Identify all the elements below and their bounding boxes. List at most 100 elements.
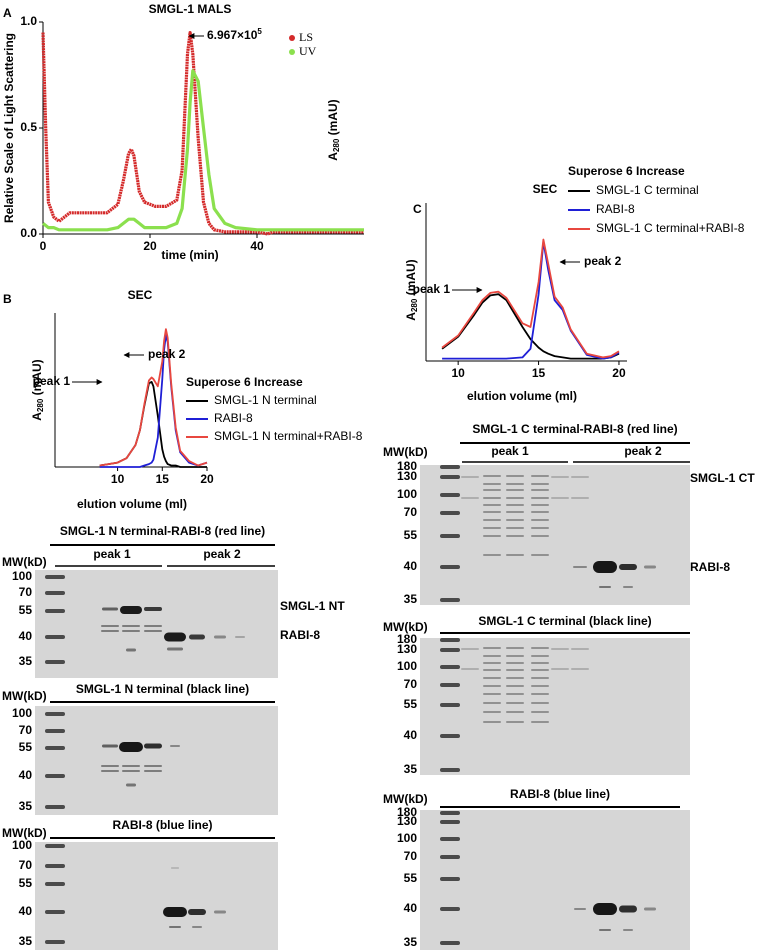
chart-title: SMGL-1 MALS: [149, 2, 232, 16]
marker-band: [440, 598, 460, 602]
marker-band: [440, 511, 460, 515]
marker-band: [45, 774, 65, 778]
protein-band: [531, 527, 549, 529]
mw-marker: 35: [404, 762, 418, 776]
gel-image: [420, 810, 690, 950]
mw-marker: 130: [397, 814, 417, 828]
marker-band: [45, 609, 65, 613]
series-line: [42, 69, 364, 232]
protein-band: [164, 632, 186, 642]
protein-band: [574, 908, 586, 910]
mw-label: MW(kD): [383, 620, 428, 634]
protein-band: [483, 497, 501, 499]
protein-band: [593, 561, 617, 573]
mw-marker: 180: [397, 459, 417, 473]
label-sub: 280: [332, 138, 341, 152]
mw-marker: 180: [397, 805, 417, 819]
gel-image: [35, 570, 278, 678]
marker-band: [440, 820, 460, 824]
legend-label: UV: [299, 44, 317, 58]
mw-marker: 100: [397, 659, 417, 673]
marker-band: [45, 746, 65, 750]
gel-title: SMGL-1 C terminal-RABI-8 (red line): [472, 422, 677, 436]
protein-band: [506, 702, 524, 704]
protein-band: [531, 685, 549, 687]
gel-image: [35, 842, 278, 950]
protein-band: [531, 711, 549, 713]
mw-marker: 70: [19, 723, 33, 737]
mw-marker: 40: [19, 629, 33, 643]
protein-band: [506, 489, 524, 491]
marker-band: [45, 575, 65, 579]
marker-band: [45, 910, 65, 914]
marker-band: [440, 941, 460, 945]
series-line: [99, 380, 207, 468]
protein-band: [623, 929, 633, 931]
protein-band: [506, 497, 524, 499]
x-tick-label: 20: [200, 472, 214, 486]
protein-band: [126, 648, 136, 652]
marker-band: [45, 729, 65, 733]
marker-band: [440, 811, 460, 815]
label-main: A: [404, 312, 418, 321]
mw-marker: 130: [397, 469, 417, 483]
legend-title: Superose 6 Increase: [568, 164, 685, 178]
protein-band: [506, 554, 524, 556]
gel-image: [420, 638, 690, 775]
peak-annotation: peak 2: [584, 254, 622, 268]
marker-band: [440, 665, 460, 669]
legend-swatch: [289, 35, 295, 41]
protein-band: [506, 504, 524, 506]
protein-band: [144, 625, 162, 627]
marker-band: [440, 734, 460, 738]
protein-band: [102, 607, 118, 611]
protein-band: [102, 744, 118, 748]
mw-label: MW(kD): [383, 792, 428, 806]
protein-band: [122, 770, 140, 772]
protein-band: [531, 519, 549, 521]
protein-band: [531, 475, 549, 477]
mw-marker: 70: [19, 858, 33, 872]
protein-band: [531, 511, 549, 513]
protein-band: [461, 648, 479, 650]
marker-band: [45, 805, 65, 809]
protein-band: [531, 483, 549, 485]
marker-band: [45, 940, 65, 944]
label-unit: (mAU): [30, 359, 44, 398]
protein-band: [531, 702, 549, 704]
mw-marker: 55: [19, 876, 33, 890]
marker-band: [45, 844, 65, 848]
legend-label: SMGL-1 N terminal+RABI-8: [214, 429, 363, 443]
protein-band: [506, 475, 524, 477]
protein-band: [506, 662, 524, 664]
protein-band: [483, 711, 501, 713]
mw-marker: 55: [19, 603, 33, 617]
mw-marker: 180: [397, 632, 417, 646]
protein-band: [122, 630, 140, 632]
annotation: 6.967×105: [207, 27, 262, 42]
peak-label: peak 2: [624, 444, 662, 458]
protein-band: [122, 765, 140, 767]
legend-label: RABI-8: [214, 411, 253, 425]
protein-band: [483, 511, 501, 513]
mw-marker: 55: [404, 697, 418, 711]
protein-band: [483, 483, 501, 485]
series-line: [99, 328, 208, 467]
mw-marker: 130: [397, 642, 417, 656]
protein-band: [599, 586, 611, 588]
protein-band: [506, 527, 524, 529]
chart-title: SEC: [128, 288, 153, 302]
protein-band: [483, 662, 501, 664]
label-sub: 280: [36, 398, 45, 412]
protein-band: [573, 566, 587, 568]
marker-band: [440, 683, 460, 687]
mw-marker: 100: [12, 569, 32, 583]
gel-title: SMGL-1 N terminal-RABI-8 (red line): [60, 524, 265, 538]
protein-band: [551, 668, 569, 670]
protein-band: [483, 504, 501, 506]
series-line: [441, 293, 620, 360]
legend-title: Superose 6 Increase: [186, 375, 303, 389]
legend-label: RABI-8: [596, 202, 635, 216]
mw-marker: 70: [404, 849, 418, 863]
